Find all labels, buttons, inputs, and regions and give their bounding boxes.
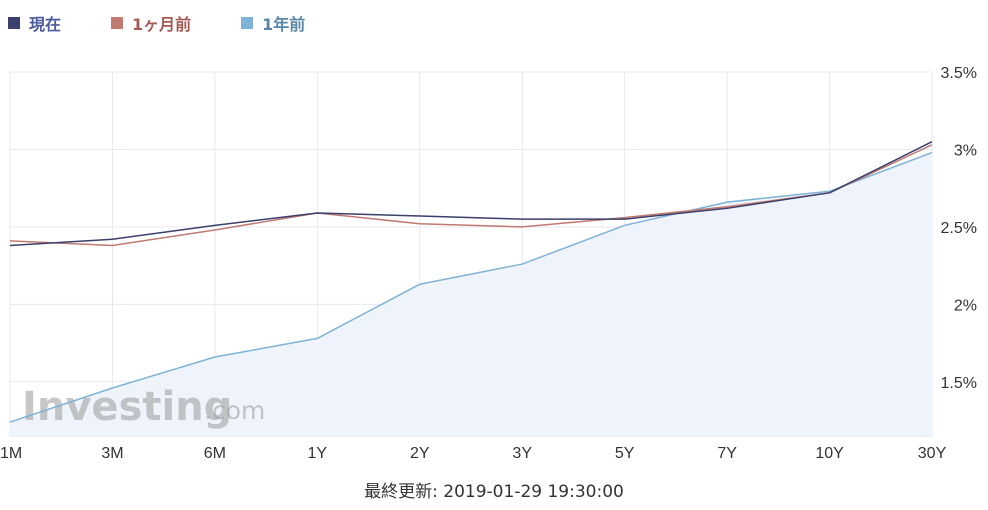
legend-item-current[interactable]: 現在 [8, 11, 61, 35]
series-line-1-month-ago [9, 144, 933, 247]
yield-curve-chart: Investing .com 1.5% 2% 2.5% 3% 3.5% 1M 3M 6M 1Y… [0, 65, 977, 462]
y-axis: 1.5% 2% 2.5% 3% 3.5% [941, 65, 977, 392]
x-axis: 1M 3M 6M 1Y 2Y 3Y 5Y 7Y 10Y 30Y [0, 445, 947, 462]
legend-item-1-month-ago[interactable]: 1ヶ月前 [111, 11, 191, 35]
area-layer [10, 152, 932, 436]
legend-label-1-month-ago: 1ヶ月前 [132, 15, 192, 34]
investing-watermark: Investing .com [22, 384, 265, 430]
x-tick-label: 7Y [717, 445, 737, 462]
x-tick-label: 6M [204, 445, 226, 462]
line-layer [9, 141, 933, 423]
last-updated-text: 最終更新: 2019-01-29 19:30:00 [364, 482, 624, 502]
series-line-1-year-ago [9, 151, 933, 423]
watermark-suffix: .com [204, 396, 265, 425]
legend-item-1-year-ago[interactable]: 1年前 [241, 11, 305, 35]
x-tick-label: 30Y [918, 445, 947, 462]
y-tick-label: 1.5% [941, 375, 977, 392]
x-tick-label: 10Y [815, 445, 844, 462]
x-tick-label: 3Y [512, 445, 532, 462]
legend-swatch-1-year-ago [241, 17, 254, 29]
legend-swatch-1-month-ago [111, 17, 124, 29]
y-tick-label: 3.5% [941, 65, 977, 82]
legend-label-current: 現在 [29, 15, 62, 34]
x-tick-label: 5Y [615, 445, 635, 462]
y-tick-label: 3% [954, 142, 977, 159]
y-tick-label: 2% [954, 297, 977, 314]
series-line-current [9, 141, 933, 247]
x-tick-label: 2Y [410, 445, 430, 462]
series-area-fill [10, 152, 932, 436]
x-tick-label: 3M [101, 445, 123, 462]
chart-legend: 現在 1ヶ月前 1年前 [8, 10, 355, 36]
y-tick-label: 2.5% [941, 220, 977, 237]
x-tick-label: 1Y [308, 445, 328, 462]
legend-swatch-current [8, 17, 20, 29]
x-tick-label: 1M [0, 445, 22, 462]
legend-label-1-year-ago: 1年前 [262, 15, 306, 34]
